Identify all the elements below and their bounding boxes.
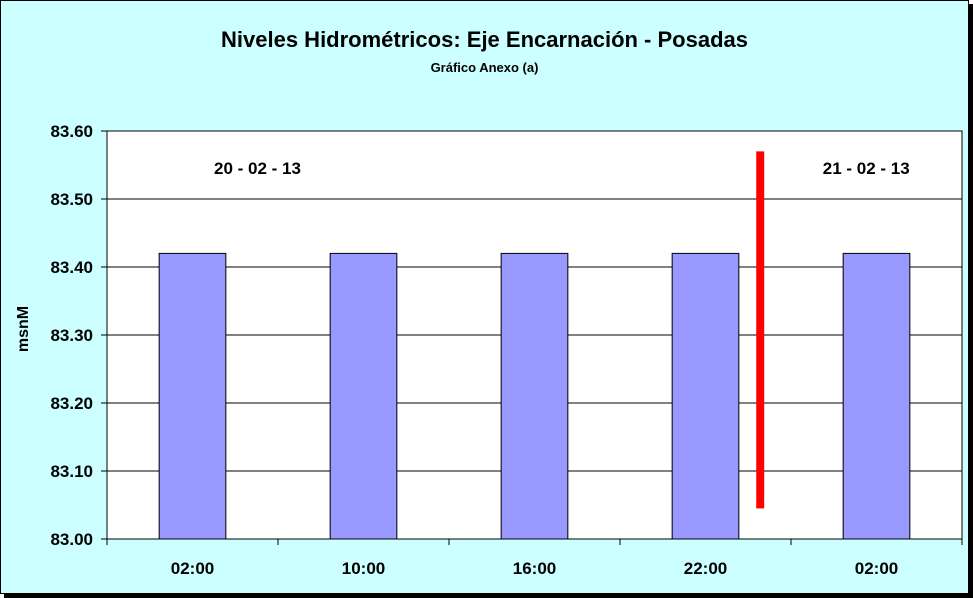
x-tick-label: 02:00 (855, 559, 898, 578)
labels: 83.00 83.10 83.20 83.30 83.40 83.50 83.60 02:00… (50, 122, 909, 578)
y-tick-label: 83.60 (50, 122, 93, 141)
chart-subtitle: Gráfico Anexo (a) (430, 60, 539, 75)
y-tick-label: 83.40 (50, 258, 93, 277)
bar (158, 252, 227, 540)
bars (158, 151, 911, 540)
y-tick-label: 83.20 (50, 394, 93, 413)
bar (842, 252, 911, 540)
y-tick-label: 83.50 (50, 190, 93, 209)
chart-title: Niveles Hidrométricos: Eje Encarnación -… (221, 27, 748, 52)
x-tick-label: 02:00 (171, 559, 214, 578)
y-tick-label: 83.10 (50, 462, 93, 481)
date-label-day-1: 20 - 02 - 13 (214, 159, 301, 178)
x-tick-label: 10:00 (342, 559, 385, 578)
x-tick-label: 22:00 (684, 559, 727, 578)
y-axis-title: msnM (15, 306, 32, 352)
y-tick-label: 83.30 (50, 326, 93, 345)
y-tick-label: 83.00 (50, 530, 93, 549)
bar (500, 252, 569, 540)
x-tick-label: 16:00 (513, 559, 556, 578)
bar (329, 252, 398, 540)
axes (101, 130, 963, 545)
bar (671, 252, 740, 540)
date-label-day-2: 21 - 02 - 13 (823, 159, 910, 178)
